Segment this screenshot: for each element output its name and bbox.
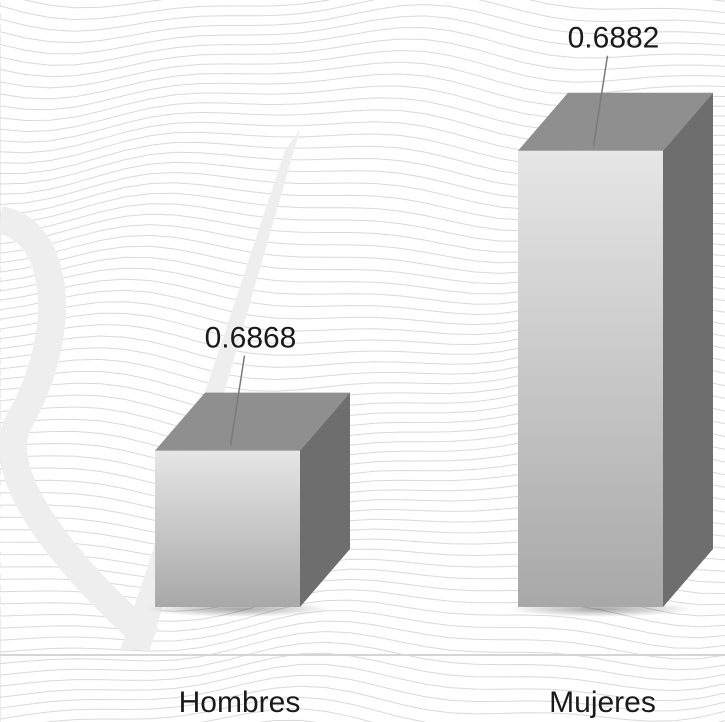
wave-line	[0, 685, 725, 722]
labels: 0.6868 Hombres 0.6882 Mujeres	[179, 22, 660, 719]
wave-line	[0, 49, 725, 89]
wave-line	[0, 3, 725, 44]
category-label: Hombres	[179, 686, 301, 719]
wave-line	[0, 652, 725, 692]
wave-line	[0, 15, 725, 55]
wave-line	[0, 696, 725, 722]
wave-line	[0, 0, 725, 21]
leader-line	[592, 55, 609, 146]
category-label: Mujeres	[549, 686, 656, 719]
wave-line	[0, 674, 725, 712]
leader-line	[229, 355, 246, 446]
wave-line	[0, 663, 725, 702]
bar-top-face	[518, 92, 713, 151]
bar-mujeres	[508, 92, 713, 617]
bar-side-face	[300, 392, 350, 607]
wave-line	[0, 599, 725, 639]
bar-front-face	[518, 150, 663, 608]
wave-line	[0, 38, 725, 78]
wave-line	[0, 630, 725, 671]
bar-hombres	[145, 392, 350, 617]
wave-line	[0, 27, 725, 66]
wave-line	[23, 0, 725, 9]
bars	[145, 92, 713, 617]
wave-line	[0, 0, 725, 32]
wave-line	[0, 641, 725, 681]
data-label: 0.6882	[568, 22, 660, 55]
wave-line	[200, 708, 374, 722]
wave-line	[0, 610, 725, 649]
bar-top-face	[155, 392, 350, 451]
bar-side-face	[663, 92, 713, 608]
watermark-curve	[0, 206, 160, 651]
bar-front-face	[155, 450, 300, 607]
wave-line	[0, 620, 725, 660]
data-label: 0.6868	[205, 322, 297, 355]
